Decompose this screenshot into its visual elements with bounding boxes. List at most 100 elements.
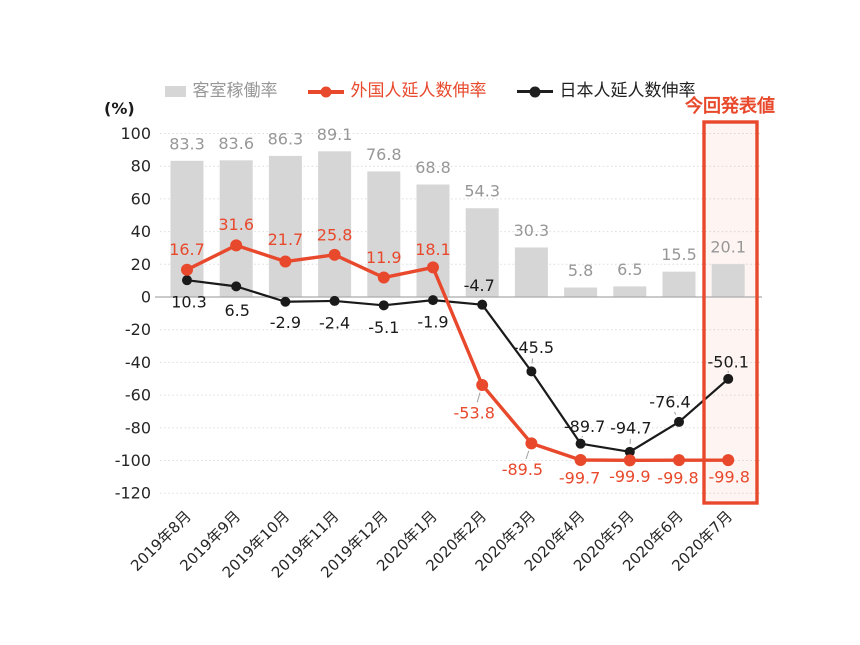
point-外国人延人数伸率 xyxy=(328,248,341,261)
point-日本人延人数伸率 xyxy=(428,295,438,306)
legend-label-occupancy: 客室稼働率 xyxy=(192,81,278,101)
point-日本人延人数伸率 xyxy=(280,296,291,307)
value-label-日本人延人数伸率: -2.9 xyxy=(270,313,301,332)
legend-label-japanese: 日本人延人数伸率 xyxy=(559,81,696,101)
bar xyxy=(514,247,548,297)
bar-value-label: 20.1 xyxy=(710,238,746,257)
value-label-外国人延人数伸率: -99.8 xyxy=(657,469,698,488)
bar-value-label: 30.3 xyxy=(514,221,550,240)
point-外国人延人数伸率 xyxy=(673,454,685,467)
value-label-外国人延人数伸率: 31.6 xyxy=(218,215,254,234)
y-tick-label: -100 xyxy=(115,451,151,470)
point-外国人延人数伸率 xyxy=(230,239,243,252)
point-日本人延人数伸率 xyxy=(674,416,684,427)
bar xyxy=(219,160,253,297)
point-日本人延人数伸率 xyxy=(624,446,635,457)
label-leader xyxy=(476,392,481,403)
value-label-日本人延人数伸率: -45.5 xyxy=(513,338,554,357)
value-label-日本人延人数伸率: -4.7 xyxy=(464,276,495,295)
bar-value-label: 68.8 xyxy=(415,158,451,177)
bar-value-label: 15.5 xyxy=(661,245,697,264)
line-日本人延人数伸率 xyxy=(186,279,729,453)
value-label-外国人延人数伸率: -99.9 xyxy=(609,467,650,486)
y-tick-label: 100 xyxy=(120,124,151,143)
highlight-box-border xyxy=(702,120,759,505)
bar xyxy=(416,184,450,297)
highlight-annotation: 今回発表値 xyxy=(685,96,775,117)
y-tick-label: 40 xyxy=(131,222,151,241)
point-外国人延人数伸率 xyxy=(525,437,538,450)
point-日本人延人数伸率 xyxy=(723,373,734,384)
point-外国人延人数伸率 xyxy=(181,263,193,276)
value-label-外国人延人数伸率: -99.7 xyxy=(559,469,600,488)
bar xyxy=(318,151,352,297)
value-label-日本人延人数伸率: -94.7 xyxy=(610,418,651,437)
point-日本人延人数伸率 xyxy=(329,295,340,306)
value-label-外国人延人数伸率: 25.8 xyxy=(317,225,353,244)
value-label-外国人延人数伸率: -99.8 xyxy=(708,468,749,487)
bar-value-label: 76.8 xyxy=(366,145,402,164)
y-tick-label: -20 xyxy=(125,320,151,339)
point-外国人延人数伸率 xyxy=(722,454,735,467)
legend-item-foreign: 外国人延人数伸率 xyxy=(307,81,487,101)
value-label-日本人延人数伸率: -76.4 xyxy=(649,392,690,411)
bar-value-label: 89.1 xyxy=(317,125,353,144)
value-label-日本人延人数伸率: -89.7 xyxy=(564,417,605,436)
y-tick-label: -60 xyxy=(125,386,151,405)
bar xyxy=(711,264,745,297)
point-日本人延人数伸率 xyxy=(526,366,537,377)
y-axis-unit-label: (%) xyxy=(104,99,135,118)
legend: 客室稼働率 外国人延人数伸率 日本人延人数伸率 xyxy=(0,83,860,100)
point-外国人延人数伸率 xyxy=(476,378,489,391)
point-外国人延人数伸率 xyxy=(574,454,587,467)
point-日本人延人数伸率 xyxy=(182,275,192,286)
value-label-外国人延人数伸率: 11.9 xyxy=(366,248,402,267)
bar-value-label: 5.8 xyxy=(568,261,593,280)
bar-value-label: 54.3 xyxy=(464,182,500,201)
legend-label-foreign: 外国人延人数伸率 xyxy=(350,81,487,101)
value-label-日本人延人数伸率: -50.1 xyxy=(707,352,748,371)
value-label-外国人延人数伸率: 21.7 xyxy=(268,230,304,249)
bar-swatch-icon xyxy=(164,86,186,97)
value-label-日本人延人数伸率: 10.3 xyxy=(171,293,207,312)
highlight-box-fill xyxy=(704,122,757,503)
value-label-日本人延人数伸率: -2.4 xyxy=(319,313,350,332)
y-tick-label: -80 xyxy=(125,418,151,437)
y-tick-label: 20 xyxy=(131,255,151,274)
point-日本人延人数伸率 xyxy=(231,281,242,292)
y-tick-label: 0 xyxy=(141,288,151,307)
point-外国人延人数伸率 xyxy=(623,454,636,467)
bar-value-label: 83.6 xyxy=(218,134,254,153)
point-日本人延人数伸率 xyxy=(477,299,488,310)
y-tick-label: -120 xyxy=(115,484,151,503)
value-label-外国人延人数伸率: -89.5 xyxy=(502,460,543,479)
bar xyxy=(268,155,302,297)
y-tick-label: 80 xyxy=(131,157,151,176)
point-日本人延人数伸率 xyxy=(378,300,389,311)
value-label-外国人延人数伸率: 18.1 xyxy=(415,240,451,259)
label-leader xyxy=(674,411,677,415)
line-dot-black-icon xyxy=(516,86,553,97)
y-tick-label: -40 xyxy=(125,353,151,372)
value-label-外国人延人数伸率: -53.8 xyxy=(453,403,494,422)
line-外国人延人数伸率 xyxy=(186,243,729,463)
value-label-日本人延人数伸率: 6.5 xyxy=(224,301,249,320)
legend-item-occupancy: 客室稼働率 xyxy=(164,81,278,101)
legend-item-japanese: 日本人延人数伸率 xyxy=(516,81,696,101)
point-日本人延人数伸率 xyxy=(575,438,586,449)
point-外国人延人数伸率 xyxy=(427,261,439,274)
y-tick-label: 60 xyxy=(131,189,151,208)
value-label-日本人延人数伸率: -5.1 xyxy=(368,318,399,337)
label-leader xyxy=(525,450,530,460)
value-label-外国人延人数伸率: 16.7 xyxy=(169,240,205,259)
bar xyxy=(564,287,598,297)
line-dot-red-icon xyxy=(307,86,344,97)
point-外国人延人数伸率 xyxy=(279,255,292,268)
bar-value-label: 83.3 xyxy=(169,134,205,153)
bar xyxy=(662,271,696,297)
bar-value-label: 86.3 xyxy=(268,129,304,148)
point-外国人延人数伸率 xyxy=(377,271,390,284)
bar xyxy=(613,286,647,297)
